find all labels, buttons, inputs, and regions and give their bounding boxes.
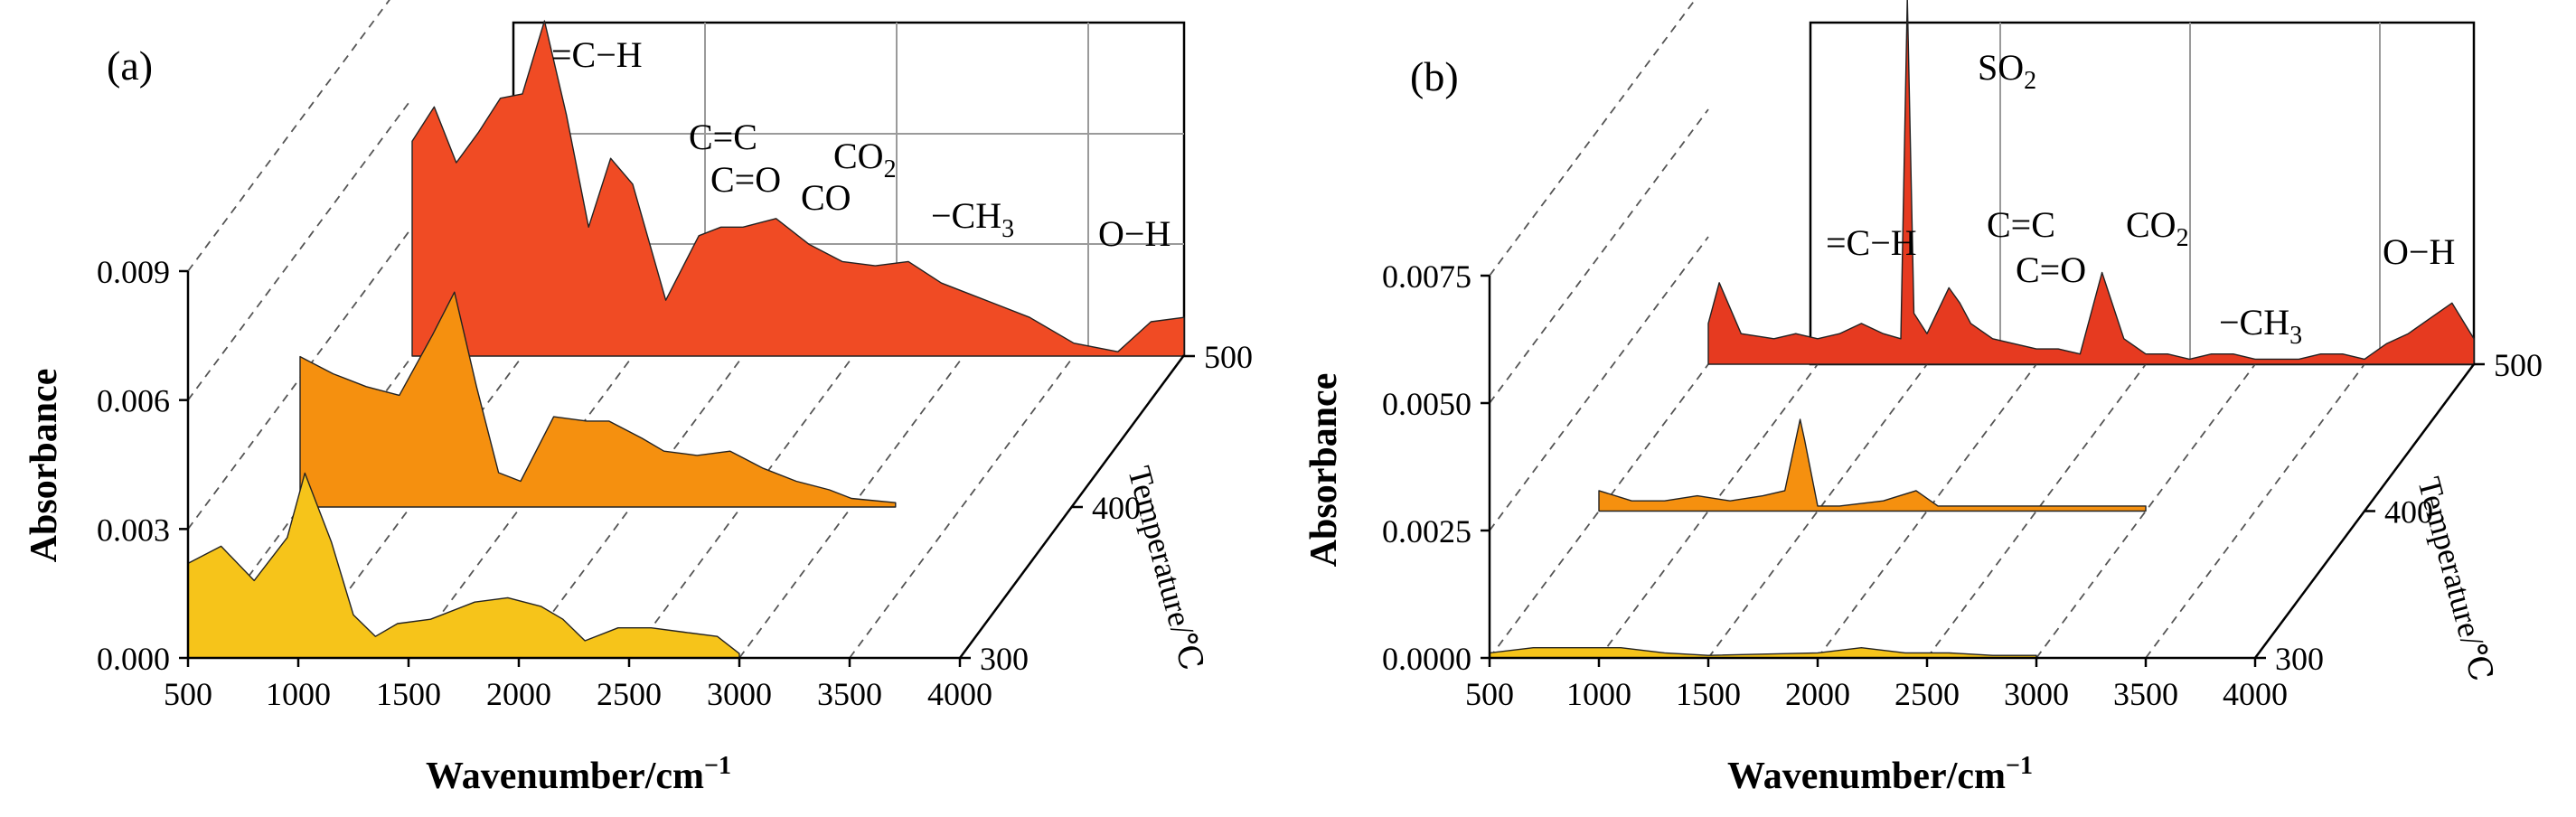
y-tick-label-2: 0.0050 <box>1382 386 1471 422</box>
panel-b-annotation-co2-sub: 2 <box>2176 224 2189 252</box>
y-tick-label-1: 0.003 <box>97 512 170 548</box>
depth-line-x-1 <box>1598 363 1819 659</box>
panel-b-annotation-so2-main: SO <box>1978 47 2024 88</box>
x-tick-label-3: 2000 <box>486 676 551 712</box>
depth-line-x-3 <box>1817 363 2037 659</box>
depth-line-x-6 <box>849 355 1075 659</box>
depth-line-x-4 <box>1926 363 2147 659</box>
panel-a-annotation-co: CO <box>801 177 851 218</box>
panel-b-back-grid <box>1999 23 2381 364</box>
panel-b-ticks: 500 1000 1500 2000 2500 3000 3500 40000.00000.0… <box>1382 258 2543 712</box>
panel-b-label: (b) <box>1410 53 1459 99</box>
z-tick-label-2: 500 <box>1204 339 1253 375</box>
x-tick-label-4: 2500 <box>1894 676 1960 712</box>
panel-b-annotation-ch3-sub: 3 <box>2289 322 2302 350</box>
panel-a-ticks: 500 1000 1500 2000 2500 3000 3500 4000 0.000 0.00… <box>97 254 1253 712</box>
depth-line-y-2 <box>187 98 413 401</box>
x-tick-label-2: 1500 <box>1676 676 1741 712</box>
x-tick-label-2: 1500 <box>376 676 441 712</box>
panel-b-x-axis-label-sup: −1 <box>2006 752 2033 780</box>
z-tick-label-1: 400 <box>2384 494 2433 531</box>
y-tick-label-0: 0.000 <box>97 641 170 677</box>
panel-a-annotation-co2-main: CO <box>833 136 884 176</box>
series-area-400 <box>299 291 897 508</box>
z-tick-label-0: 300 <box>980 641 1029 677</box>
panel-a-y-axis-label: Absorbance <box>24 369 65 563</box>
x-tick-label-5: 3000 <box>2004 676 2069 712</box>
depth-line-y-3 <box>1489 0 1697 277</box>
panel-a-annotation-co-carbonyl: C=O <box>710 159 781 200</box>
panel-b-annotation-co-carbonyl: C=O <box>2016 249 2086 290</box>
panel-b-annotation-co2-main: CO <box>2126 204 2176 245</box>
y-tick-label-0: 0.0000 <box>1382 641 1471 677</box>
depth-line-y-2 <box>1489 108 1709 404</box>
panel-b-series-group <box>1489 0 2475 659</box>
panel-b-y-axis-label: Absorbance <box>1303 373 1345 568</box>
x-tick-label-1: 1000 <box>1566 676 1631 712</box>
panel-b-x-axis-label: Wavenumber/cm−1 <box>1727 752 2033 797</box>
depth-line-x-2 <box>1707 363 1928 659</box>
y-tick-label-1: 0.0025 <box>1382 513 1471 549</box>
series-area-400 <box>1598 418 2147 512</box>
depth-line-x-5 <box>2035 363 2256 659</box>
z-tick-label-2: 500 <box>2494 347 2543 383</box>
depth-line-x-6 <box>2145 363 2365 659</box>
panel-a-annotation-ch3-main: −CH <box>931 195 1001 236</box>
panel-a-annotation-cc: C=C <box>689 117 757 157</box>
panel-a-chart: 500 1000 1500 2000 2500 3000 3500 40000.0000.00… <box>24 0 1253 797</box>
y-tick-label-2: 0.006 <box>97 383 170 419</box>
panel-a-x-axis-label-sup: −1 <box>704 752 731 780</box>
x-tick-label-4: 2500 <box>597 676 662 712</box>
panel-b-depth-lines <box>1489 0 2365 659</box>
panel-a-annotation-ch3-sub: 3 <box>1001 215 1014 243</box>
panel-b-back-wall <box>1809 21 2476 366</box>
x-tick-label-0: 500 <box>164 676 212 712</box>
z-tick-label-1: 400 <box>1092 490 1141 526</box>
panel-a-series-group <box>187 20 1185 659</box>
x-tick-label-5: 3000 <box>707 676 772 712</box>
panel-b-z-axis-label: Temperature/℃ <box>2411 474 2500 685</box>
series-area-500 <box>1707 0 2475 365</box>
x-tick-label-1: 1000 <box>266 676 331 712</box>
y-tick-label-3: 0.009 <box>97 254 170 290</box>
series-area-500 <box>411 20 1185 357</box>
panel-b-annotation-so2-sub: 2 <box>2024 67 2036 95</box>
x-tick-label-6: 3500 <box>817 676 882 712</box>
panel-a-annotation-ch3: −CH3 <box>931 195 1014 243</box>
depth-line-y-1 <box>1489 236 1709 531</box>
panel-b-annotation-ch3: −CH3 <box>2219 302 2302 350</box>
panel-b-annotation-oh: O−H <box>2383 231 2455 272</box>
x-tick-label-7: 4000 <box>2223 676 2288 712</box>
panel-b-x-axis-label-main: Wavenumber/cm <box>1727 756 2006 797</box>
x-tick-label-3: 2000 <box>1785 676 1850 712</box>
y-tick-label-3: 0.0075 <box>1382 258 1471 295</box>
panel-b-annotation-so2: SO2 <box>1978 47 2036 95</box>
panel-a-annotation-oh: O−H <box>1098 213 1170 254</box>
panel-a-annotation-ch-alkene: =C−H <box>551 34 643 75</box>
series-area-300 <box>187 472 740 659</box>
panel-a-annotation-co2: CO2 <box>833 136 897 183</box>
panel-b-annotation-ch-alkene: =C−H <box>1826 222 1917 263</box>
panel-b-chart: 500 1000 1500 2000 2500 3000 3500 40000.00000.0… <box>1303 0 2543 797</box>
x-tick-label-0: 500 <box>1465 676 1514 712</box>
panel-b-annotation-cc: C=C <box>1987 204 2055 245</box>
z-tick-label-0: 300 <box>2275 641 2324 677</box>
depth-line-y-3 <box>187 0 390 272</box>
panel-a-x-axis-label-main: Wavenumber/cm <box>426 756 704 797</box>
x-tick-label-7: 4000 <box>927 676 992 712</box>
series-area-300 <box>1489 647 2037 659</box>
x-tick-label-6: 3500 <box>2113 676 2178 712</box>
panel-b-annotation-ch3-main: −CH <box>2219 302 2289 343</box>
panel-a-label: (a) <box>107 42 153 89</box>
panel-a-z-axis-label: Temperature/℃ <box>1121 463 1210 674</box>
panel-b-annotation-co2: CO2 <box>2126 204 2189 252</box>
depth-line-y-0 <box>1489 363 1709 659</box>
panel-a-x-axis-label: Wavenumber/cm−1 <box>426 752 731 797</box>
panel-a-annotation-co2-sub: 2 <box>884 155 897 183</box>
